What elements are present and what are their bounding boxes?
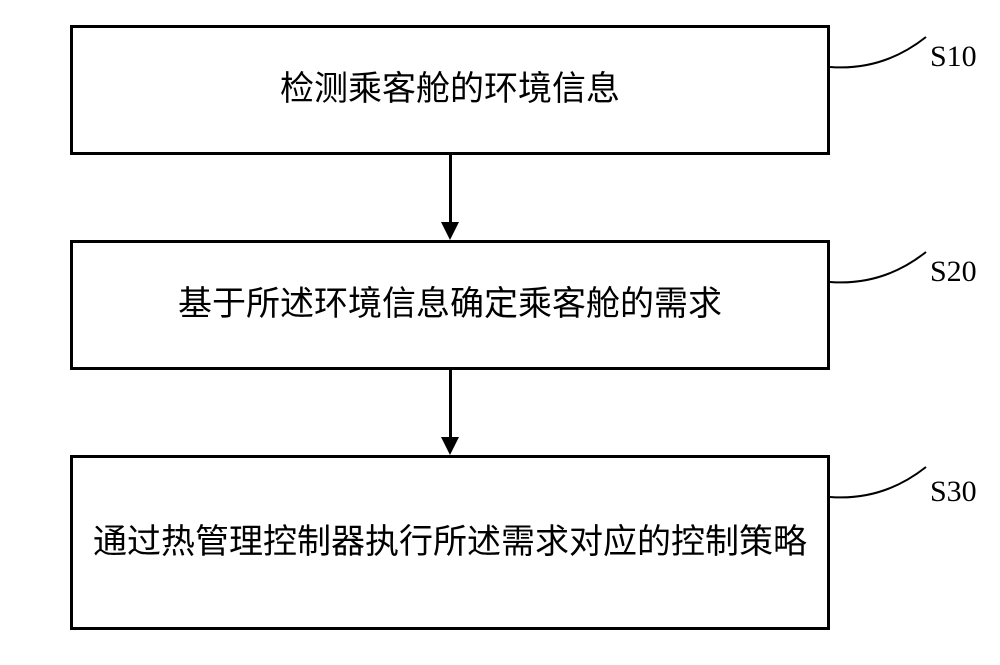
- flowchart-canvas: 检测乘客舱的环境信息 S10 基于所述环境信息确定乘客舱的需求 S20 通过热管理控制器…: [0, 0, 1000, 665]
- arrow-s10-s20: [449, 155, 452, 222]
- step-text: 检测乘客舱的环境信息: [280, 66, 620, 114]
- label-connector-s10: [828, 25, 928, 75]
- flowchart-step-s10: 检测乘客舱的环境信息: [70, 25, 830, 155]
- step-label-s30: S30: [930, 475, 977, 509]
- label-connector-s30: [828, 455, 928, 505]
- arrow-s20-s30: [449, 370, 452, 437]
- label-connector-s20: [828, 240, 928, 290]
- arrow-head-s20-s30: [441, 437, 459, 455]
- step-text: 通过热管理控制器执行所述需求对应的控制策略: [93, 519, 807, 567]
- step-label-s20: S20: [930, 255, 977, 289]
- step-label-s10: S10: [930, 40, 977, 74]
- flowchart-step-s30: 通过热管理控制器执行所述需求对应的控制策略: [70, 455, 830, 630]
- step-text: 基于所述环境信息确定乘客舱的需求: [178, 281, 722, 329]
- arrow-head-s10-s20: [441, 222, 459, 240]
- flowchart-step-s20: 基于所述环境信息确定乘客舱的需求: [70, 240, 830, 370]
